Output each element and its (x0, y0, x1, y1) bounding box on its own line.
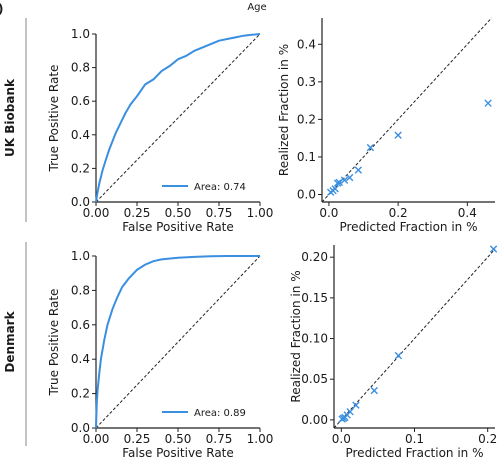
legend-label: Area: 0.74 (194, 182, 246, 193)
panel-letter: ) (0, 2, 3, 16)
scatter-point (352, 401, 360, 409)
scatter-point (489, 245, 498, 253)
x-tick-label: 0.75 (206, 206, 233, 220)
x-axis-label: False Positive Rate (122, 220, 234, 234)
x-tick-label: 0.2 (478, 432, 497, 446)
y-tick-label: 0.0 (71, 421, 90, 435)
y-axis-label: True Positive Rate (47, 65, 61, 173)
y-tick-label: 0.0 (297, 187, 316, 201)
y-tick-label: 0.3 (297, 75, 316, 89)
scatter-point-stroke (345, 173, 354, 182)
x-tick-label: 0.75 (206, 432, 233, 446)
x-axis-label: Predicted Fraction in % (345, 446, 483, 460)
x-tick-label: 0.00 (83, 206, 110, 220)
y-tick-label: 0.2 (297, 112, 316, 126)
scatter-point-stroke (335, 178, 343, 187)
x-tick-label: 0.25 (124, 432, 151, 446)
y-tick-label: 0.2 (71, 387, 90, 401)
row-label-denmark: Denmark (3, 310, 17, 372)
scatter-point (331, 185, 339, 193)
scatter-point (394, 351, 403, 360)
x-tick-label: 0.50 (165, 432, 192, 446)
scatter-point-stroke (331, 185, 339, 193)
x-tick-label: 0.2 (389, 206, 408, 220)
y-tick-label: 0.8 (71, 61, 90, 75)
y-tick-label: 0.4 (297, 37, 316, 51)
roc-chart-denmark: 0.00 0.25 0.50 0.75 1.00 0.0 0.2 0.4 0.6 0.8 1.0 Fa… (47, 249, 273, 460)
row-label-uk-biobank: UK Biobank (3, 78, 17, 157)
x-tick-label: 1.00 (247, 206, 274, 220)
roc-chart-uk-biobank: 0.00 0.25 0.50 0.75 1.00 0.0 0.2 0.4 0.6 0.8 1.0 Fa… (47, 27, 273, 234)
scatter-point-stroke (394, 131, 402, 139)
x-axis-label: Predicted Fraction in % (339, 220, 477, 234)
y-tick-label: 0.1 (297, 150, 316, 164)
calibration-chart-denmark: 0.0 0.1 0.2 0.00 0.05 0.10 0.15 0.20 Predicted F… (289, 245, 498, 460)
scatter-point (370, 386, 378, 395)
scatter-point (394, 131, 402, 139)
scatter-point-stroke (366, 143, 375, 152)
scatter-point (335, 178, 343, 187)
scatter-point (340, 176, 349, 184)
scatter-point (345, 173, 354, 182)
scatter-point (484, 99, 492, 107)
y-axis-label: True Positive Rate (47, 289, 61, 397)
scatter-point (366, 143, 375, 152)
x-tick-label: 0.25 (124, 206, 151, 220)
x-tick-label: 0.1 (405, 432, 424, 446)
y-tick-label: 0.0 (71, 195, 90, 209)
y-tick-label: 0.20 (301, 250, 328, 264)
y-tick-label: 0.15 (301, 291, 328, 305)
diagonal-reference-line (333, 248, 496, 429)
legend-label: Area: 0.89 (194, 408, 246, 419)
roc-curve (95, 255, 260, 429)
roc-curve (95, 33, 261, 203)
y-tick-label: 0.6 (71, 318, 90, 332)
y-tick-label: 0.2 (71, 161, 90, 175)
x-tick-label: 0.50 (165, 206, 192, 220)
scatter-point (354, 166, 363, 174)
scatter-point-stroke (489, 245, 498, 253)
diagonal-reference-line (321, 17, 492, 203)
y-tick-label: 0.6 (71, 94, 90, 108)
y-axis-label: Realized Fraction in % (289, 270, 303, 402)
y-tick-label: 0.00 (301, 413, 328, 427)
scatter-point-stroke (354, 166, 363, 174)
x-tick-label: 0.0 (332, 432, 351, 446)
scatter-point-stroke (352, 401, 360, 409)
y-tick-label: 0.4 (71, 128, 90, 142)
x-tick-label: 0.0 (319, 206, 338, 220)
x-axis-label: False Positive Rate (122, 446, 234, 460)
y-tick-label: 0.05 (301, 372, 328, 386)
y-tick-label: 0.4 (71, 352, 90, 366)
y-axis-label: Realized Fraction in % (277, 44, 291, 176)
diagonal-reference-line (95, 33, 261, 203)
diagonal-reference-line (95, 255, 261, 429)
scatter-point-stroke (346, 408, 354, 416)
top-title: Age (247, 2, 266, 13)
scatter-point-stroke (340, 176, 349, 184)
y-tick-label: 1.0 (71, 249, 90, 263)
x-tick-label: 0.00 (83, 432, 110, 446)
scatter-point (346, 408, 354, 416)
y-tick-label: 0.10 (301, 332, 328, 346)
y-tick-label: 1.0 (71, 27, 90, 41)
scatter-point-stroke (394, 351, 403, 360)
scatter-point-stroke (370, 386, 378, 395)
x-tick-label: 1.00 (247, 432, 274, 446)
x-tick-label: 0.4 (458, 206, 477, 220)
y-tick-label: 0.8 (71, 283, 90, 297)
scatter-point-stroke (484, 99, 492, 107)
